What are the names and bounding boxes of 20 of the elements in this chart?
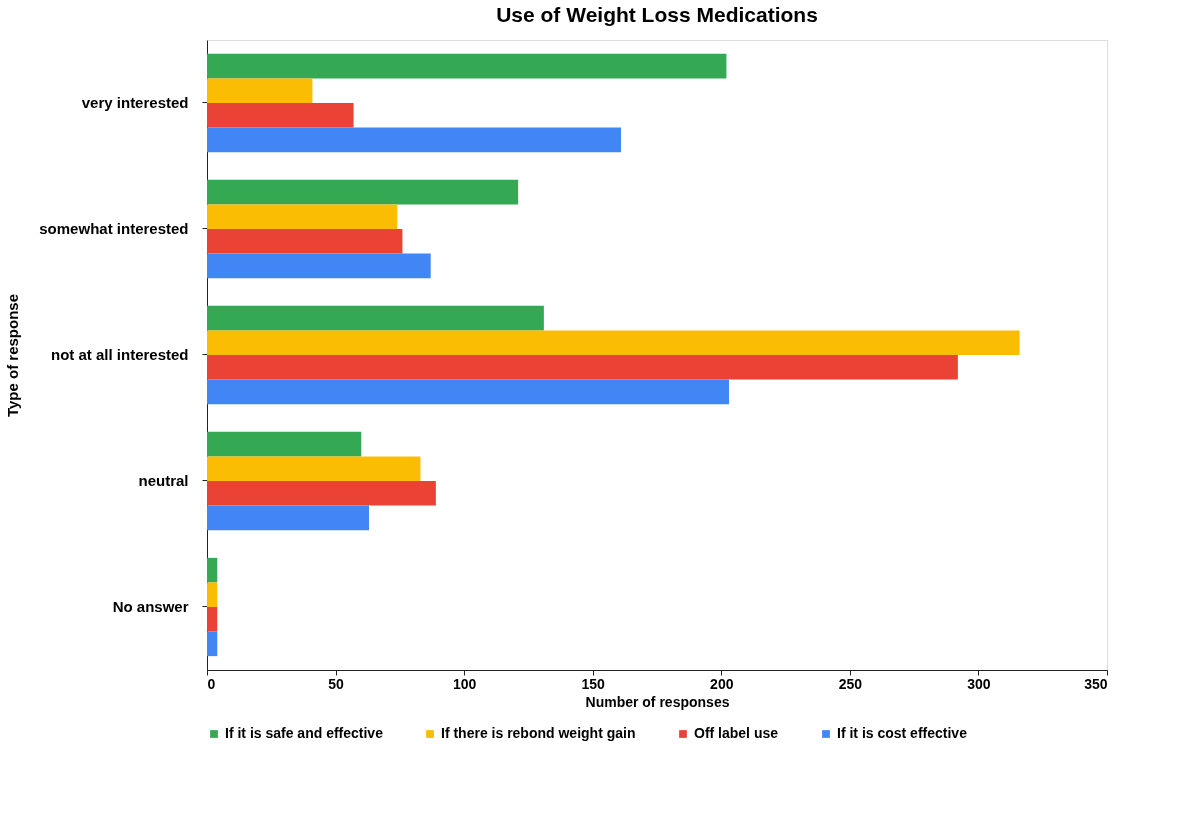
y-tick-label: very interested: [81, 94, 189, 111]
legend-label: If it is cost effective: [837, 725, 968, 741]
y-tick-label: neutral: [138, 472, 189, 489]
y-axis-title: Type of response: [4, 293, 22, 418]
legend-label: If it is safe and effective: [225, 725, 384, 741]
x-tick-label: 350: [1084, 675, 1108, 692]
y-tick-label: No answer: [112, 598, 189, 615]
x-tick-label: 50: [328, 675, 345, 692]
x-tick-label: 150: [581, 675, 606, 692]
x-tick-label: 300: [967, 675, 991, 692]
legend-label: Off label use: [694, 725, 779, 741]
x-tick-label: 100: [452, 675, 477, 692]
x-tick-label: 200: [710, 675, 734, 692]
y-tick-label: somewhat interested: [39, 220, 189, 237]
x-axis-title: Number of responses: [585, 693, 730, 710]
y-tick-label: not at all interested: [50, 346, 189, 363]
chart-title: Use of Weight Loss Medications: [496, 3, 818, 26]
legend-label: If there is rebond weight gain: [441, 725, 636, 741]
x-tick-label: 250: [838, 675, 863, 692]
x-tick-label: 0: [207, 675, 216, 692]
